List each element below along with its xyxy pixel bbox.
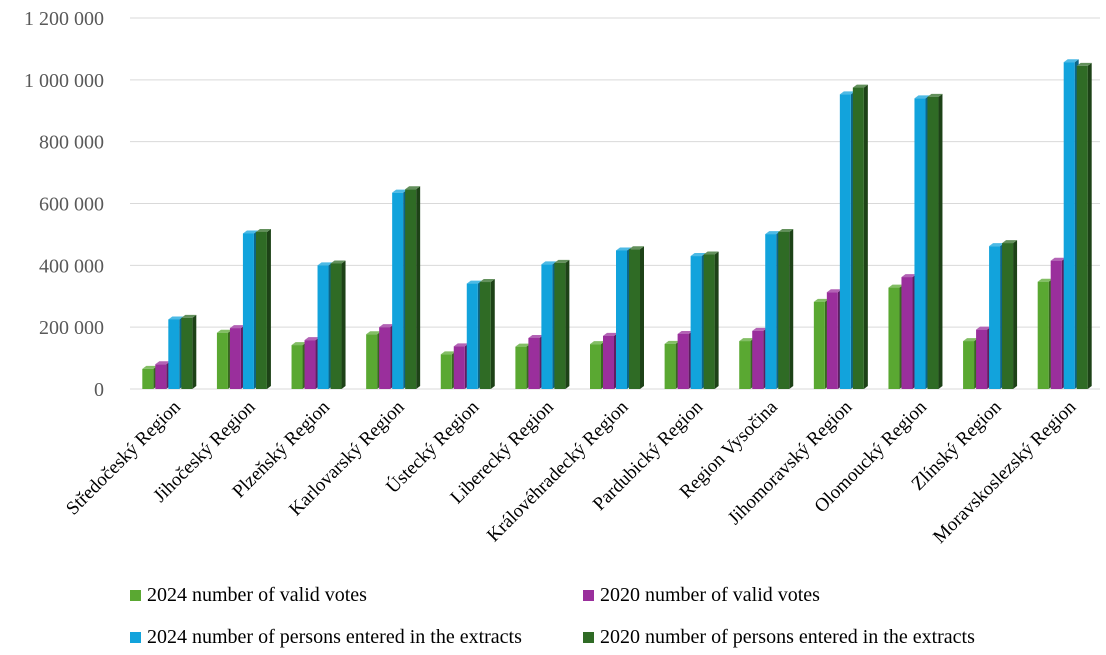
bar-2-2 xyxy=(229,325,245,389)
bar-2-4 xyxy=(379,324,395,389)
bar-3-12 xyxy=(989,243,1005,389)
bar-4-12 xyxy=(1002,240,1018,389)
y-tick-label: 0 xyxy=(94,379,104,401)
bar-3-4 xyxy=(392,189,408,389)
bar-3-3 xyxy=(317,262,333,389)
bar-2-7 xyxy=(603,332,618,389)
bar-2-10 xyxy=(826,289,842,389)
bar-2-12 xyxy=(976,326,992,389)
bar-3-2 xyxy=(242,230,258,389)
y-tick-label: 200 000 xyxy=(39,317,104,339)
bar-4-10 xyxy=(852,84,868,389)
bar-2-6 xyxy=(528,334,544,389)
y-tick-label: 1 000 000 xyxy=(24,70,104,92)
bar-3-8 xyxy=(690,253,706,389)
bar-4-3 xyxy=(330,260,346,389)
bar-3-10 xyxy=(839,91,855,389)
bar-1-9 xyxy=(739,338,755,389)
bar-4-8 xyxy=(703,251,719,389)
bar-4-6 xyxy=(554,259,570,389)
bars xyxy=(142,59,1092,390)
bar-4-11 xyxy=(927,93,943,390)
y-tick-label: 400 000 xyxy=(39,255,104,277)
bar-2-5 xyxy=(453,343,469,389)
x-tick-label: Jihomoravský Region xyxy=(724,396,857,529)
bar-1-4 xyxy=(366,331,382,389)
x-tick-label: Královéhradecký Region xyxy=(483,396,633,546)
bar-3-1 xyxy=(168,316,184,389)
bar-2-8 xyxy=(677,330,693,389)
bar-4-7 xyxy=(629,246,644,389)
bar-3-9 xyxy=(765,231,781,389)
bar-3-6 xyxy=(541,261,557,389)
gridlines xyxy=(130,17,1100,390)
bar-1-5 xyxy=(440,351,456,389)
bar-1-8 xyxy=(664,340,680,389)
bar-4-1 xyxy=(181,314,197,389)
bar-2-13 xyxy=(1050,257,1066,389)
bar-3-11 xyxy=(914,95,930,389)
bar-4-5 xyxy=(479,279,495,389)
bar-2-1 xyxy=(155,361,171,389)
y-tick-label: 800 000 xyxy=(39,132,104,154)
bar-1-7 xyxy=(590,341,605,389)
bar-1-2 xyxy=(216,329,232,389)
y-tick-label: 600 000 xyxy=(39,194,104,216)
bar-2-3 xyxy=(304,337,320,389)
bar-1-6 xyxy=(515,343,531,389)
bar-3-13 xyxy=(1063,59,1079,389)
bar-1-12 xyxy=(963,338,979,389)
bar-1-1 xyxy=(142,365,158,389)
y-tick-label: 1 200 000 xyxy=(24,8,104,30)
bar-2-11 xyxy=(901,274,917,389)
bar-4-13 xyxy=(1076,62,1092,389)
bar-4-9 xyxy=(778,228,794,389)
bar-1-10 xyxy=(813,298,829,389)
bar-4-2 xyxy=(255,228,271,389)
y-axis-ticks: 0 200 000 400 000 600 000 800 000 1 000 000 1 … xyxy=(24,8,104,401)
bar-1-3 xyxy=(291,342,307,389)
bar-4-4 xyxy=(405,186,421,389)
bar-1-13 xyxy=(1037,278,1053,389)
bar-2-9 xyxy=(752,327,768,389)
bar-1-11 xyxy=(888,284,904,389)
bar-3-5 xyxy=(466,280,482,389)
bar-3-7 xyxy=(616,247,631,389)
x-tick-label: Moravskoslezský Region xyxy=(929,396,1080,547)
